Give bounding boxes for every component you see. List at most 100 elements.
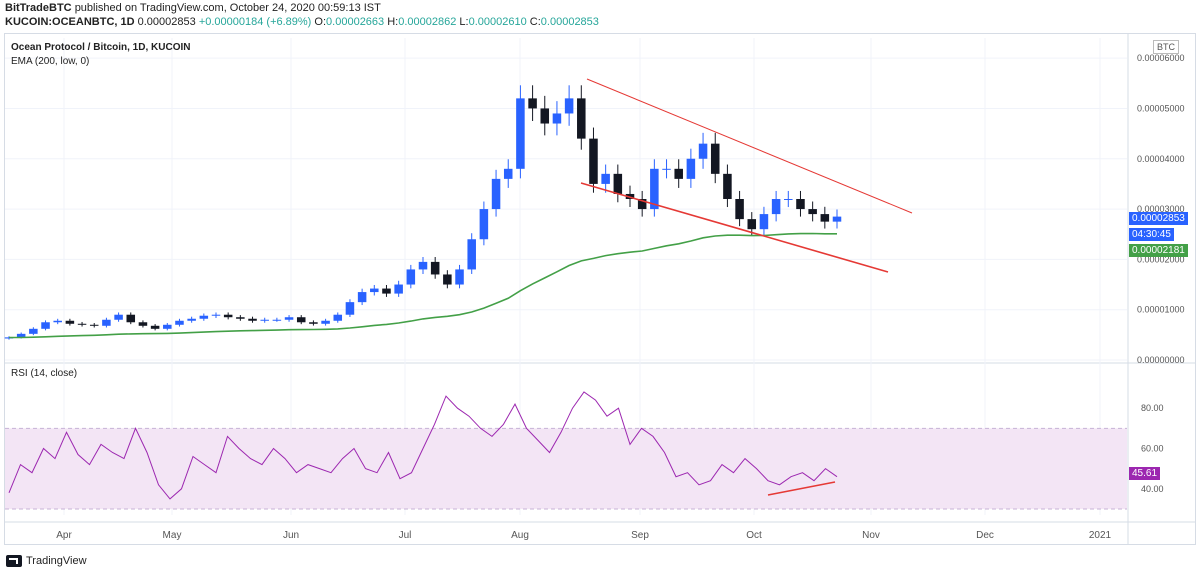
candle-body	[187, 318, 196, 321]
candle-body	[296, 317, 306, 323]
ohlc-bar: KUCOIN:OCEANBTC, 1D 0.00002853 +0.000001…	[5, 16, 599, 28]
candle-body	[223, 314, 233, 318]
candle-body	[114, 314, 123, 320]
price-tick-label: 0.00001000	[1137, 305, 1185, 315]
rsi-tick-label: 60.00	[1141, 443, 1164, 453]
candle-body	[260, 319, 269, 321]
lower-trendline	[580, 182, 889, 273]
candle-body	[784, 199, 793, 200]
candle-body	[211, 314, 221, 316]
candle-body	[771, 199, 781, 215]
open-label: O:	[314, 16, 327, 28]
ema-value-tag: 0.00002181	[1129, 244, 1188, 257]
candle-body	[540, 108, 550, 124]
rsi-tick-label: 40.00	[1141, 484, 1164, 494]
candle-body	[759, 214, 769, 230]
publish-date: published on TradingView.com, October 24…	[74, 2, 381, 14]
last-price: 0.00002853	[137, 16, 196, 28]
candle-body	[491, 178, 501, 210]
author-name[interactable]: BitTradeBTC	[5, 2, 72, 14]
candle-body	[747, 219, 757, 230]
candle-body	[370, 288, 379, 293]
candle-body	[89, 324, 99, 326]
rsi-band	[5, 428, 1127, 509]
time-tick-label: Jun	[283, 530, 299, 541]
candle-body	[820, 214, 830, 222]
open-value: 0.00002663	[326, 16, 385, 28]
candle-body	[662, 168, 671, 170]
low-label: L:	[459, 16, 469, 28]
upper-trendline	[586, 78, 913, 214]
time-tick-label: Dec	[976, 530, 994, 541]
footer-brand[interactable]: TradingView	[6, 555, 87, 567]
candle-body	[430, 261, 440, 275]
brand-label: TradingView	[26, 555, 87, 567]
candle-body	[589, 138, 598, 184]
chart-frame	[4, 33, 1196, 545]
time-tick-label: Aug	[511, 530, 529, 541]
price-tick-label: 0.00002000	[1137, 254, 1185, 264]
candle-body	[686, 158, 696, 179]
candle-body	[443, 274, 452, 285]
candle-body	[29, 328, 38, 334]
candle-body	[650, 168, 659, 210]
symbol-label: KUCOIN:OCEANBTC, 1D	[5, 16, 135, 28]
candle-body	[345, 302, 355, 315]
candle-body	[710, 143, 720, 174]
candle-body	[577, 98, 586, 139]
candle-body	[698, 143, 708, 159]
candle-body	[674, 168, 683, 179]
candle-body	[357, 292, 367, 303]
time-tick-label: Oct	[746, 530, 762, 541]
candle-body	[150, 325, 160, 329]
rsi-tick-label: 80.00	[1141, 403, 1164, 413]
time-tick-label: 2021	[1089, 530, 1112, 541]
ema-line	[9, 232, 837, 339]
candle-body	[613, 173, 623, 194]
last-price-tag: 0.00002853	[1129, 212, 1188, 225]
candle-body	[394, 284, 403, 294]
candle-body	[796, 199, 805, 210]
countdown-tag: 04:30:45	[1129, 228, 1174, 241]
currency-badge[interactable]: BTC	[1153, 40, 1179, 54]
candle-body	[199, 315, 209, 319]
candle-body	[53, 320, 62, 323]
candle-body	[637, 199, 647, 210]
candle-body	[102, 319, 111, 326]
candle-body	[175, 320, 184, 325]
time-tick-label: May	[163, 530, 182, 541]
tradingview-logo-icon	[6, 555, 22, 567]
price-tick-label: 0.00000000	[1137, 355, 1185, 365]
candle-body	[272, 319, 282, 321]
time-tick-label: Apr	[56, 530, 72, 541]
price-tick-label: 0.00003000	[1137, 204, 1185, 214]
candle-body	[406, 269, 416, 285]
candle-body	[382, 288, 391, 294]
candle-body	[552, 113, 562, 124]
low-value: 0.00002610	[468, 16, 527, 28]
candle-body	[41, 322, 50, 329]
rsi-trendline	[767, 481, 836, 496]
price-tick-label: 0.00006000	[1137, 53, 1185, 63]
price-tick-label: 0.00005000	[1137, 103, 1185, 113]
high-label: H:	[387, 16, 399, 28]
time-tick-label: Nov	[862, 530, 880, 541]
high-value: 0.00002862	[398, 16, 457, 28]
candle-body	[248, 318, 257, 321]
candle-body	[564, 98, 574, 114]
candle-body	[418, 261, 428, 270]
candle-body	[236, 317, 245, 319]
candle-body	[309, 322, 318, 324]
candle-body	[333, 314, 343, 321]
price-change: +0.00000184 (+6.89%)	[198, 16, 312, 28]
close-label: C:	[529, 16, 541, 28]
rsi-legend: RSI (14, close)	[11, 368, 78, 379]
time-tick-label: Jul	[399, 530, 412, 541]
candle-body	[126, 314, 136, 323]
candle-body	[723, 173, 732, 199]
candle-body	[321, 320, 330, 324]
candle-body	[163, 324, 172, 329]
chart-title: Ocean Protocol / Bitcoin, 1D, KUCOIN	[11, 42, 191, 53]
close-value: 0.00002853	[540, 16, 599, 28]
